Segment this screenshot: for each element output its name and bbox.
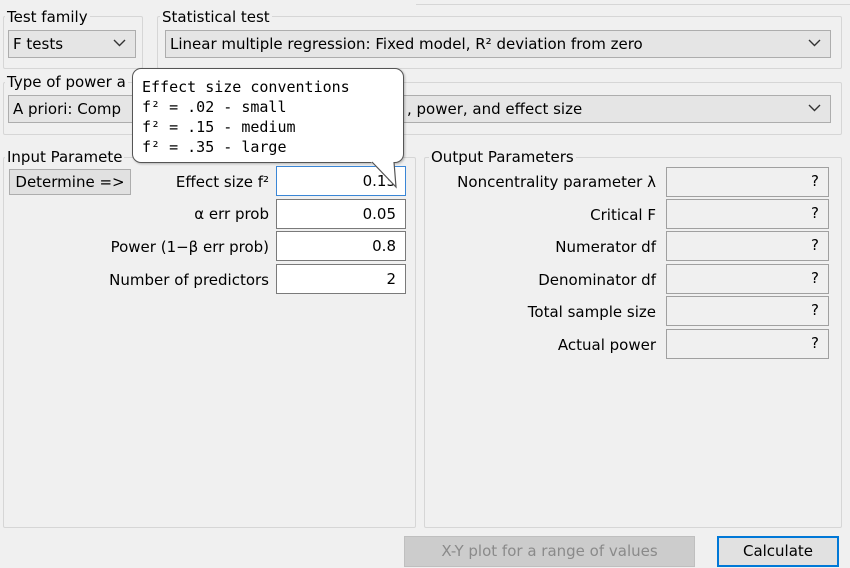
power-value: 0.8 xyxy=(372,237,396,255)
critical-f-value: ? xyxy=(811,204,819,222)
chevron-down-icon xyxy=(808,104,821,112)
xy-plot-button: X-Y plot for a range of values xyxy=(404,536,695,567)
power-analysis-legend: Type of power a xyxy=(5,73,128,91)
tooltip-line-large: f² = .35 - large xyxy=(142,138,287,156)
denominator-df-value: ? xyxy=(811,269,819,287)
total-sample-size-label: Total sample size xyxy=(527,303,656,321)
determine-button[interactable]: Determine => xyxy=(9,169,131,195)
critical-f-output: ? xyxy=(666,199,829,229)
power-analysis-value-left: A priori: Comp xyxy=(13,100,122,118)
predictors-value: 2 xyxy=(386,270,396,288)
effect-size-input[interactable]: 0.15 xyxy=(276,166,406,196)
effect-size-label: Effect size f² xyxy=(175,173,269,191)
numerator-df-value: ? xyxy=(811,236,819,254)
noncentrality-value: ? xyxy=(811,172,819,190)
output-parameters-group xyxy=(424,157,842,528)
numerator-df-label: Numerator df xyxy=(555,238,656,256)
power-analysis-group xyxy=(3,82,842,135)
noncentrality-output: ? xyxy=(666,167,829,197)
test-family-select[interactable]: F tests xyxy=(8,30,136,58)
denominator-df-output: ? xyxy=(666,264,829,294)
top-frame-edge xyxy=(416,0,850,5)
input-parameters-legend: Input Paramete xyxy=(5,148,125,166)
statistical-test-value: Linear multiple regression: Fixed model,… xyxy=(170,35,643,53)
chevron-down-icon xyxy=(808,39,821,47)
statistical-test-group xyxy=(157,16,842,69)
effect-size-tooltip: Effect size conventions f² = .02 - small… xyxy=(132,68,404,163)
calculate-button[interactable]: Calculate xyxy=(717,536,839,567)
actual-power-value: ? xyxy=(811,334,819,352)
noncentrality-label: Noncentrality parameter λ xyxy=(457,173,656,191)
test-family-legend: Test family xyxy=(5,8,90,26)
predictors-label: Number of predictors xyxy=(109,271,269,289)
alpha-label: α err prob xyxy=(194,205,269,223)
statistical-test-legend: Statistical test xyxy=(160,8,272,26)
output-parameters-legend: Output Parameters xyxy=(429,148,576,166)
statistical-test-select[interactable]: Linear multiple regression: Fixed model,… xyxy=(165,30,831,58)
actual-power-output: ? xyxy=(666,329,829,359)
alpha-input[interactable]: 0.05 xyxy=(276,199,406,229)
actual-power-label: Actual power xyxy=(557,336,656,354)
power-analysis-value-right: , power, and effect size xyxy=(407,100,583,118)
power-input[interactable]: 0.8 xyxy=(276,231,406,261)
tooltip-pointer xyxy=(370,161,397,189)
denominator-df-label: Denominator df xyxy=(538,271,656,289)
critical-f-label: Critical F xyxy=(590,206,656,224)
predictors-input[interactable]: 2 xyxy=(276,264,406,294)
tooltip-line-small: f² = .02 - small xyxy=(142,98,287,116)
numerator-df-output: ? xyxy=(666,231,829,261)
chevron-down-icon xyxy=(113,39,126,47)
test-family-value: F tests xyxy=(13,35,64,53)
tooltip-line-medium: f² = .15 - medium xyxy=(142,118,296,136)
power-label: Power (1−β err prob) xyxy=(110,238,269,256)
total-sample-size-value: ? xyxy=(811,301,819,319)
total-sample-size-output: ? xyxy=(666,296,829,326)
tooltip-title: Effect size conventions xyxy=(142,78,350,96)
alpha-value: 0.05 xyxy=(362,205,396,223)
